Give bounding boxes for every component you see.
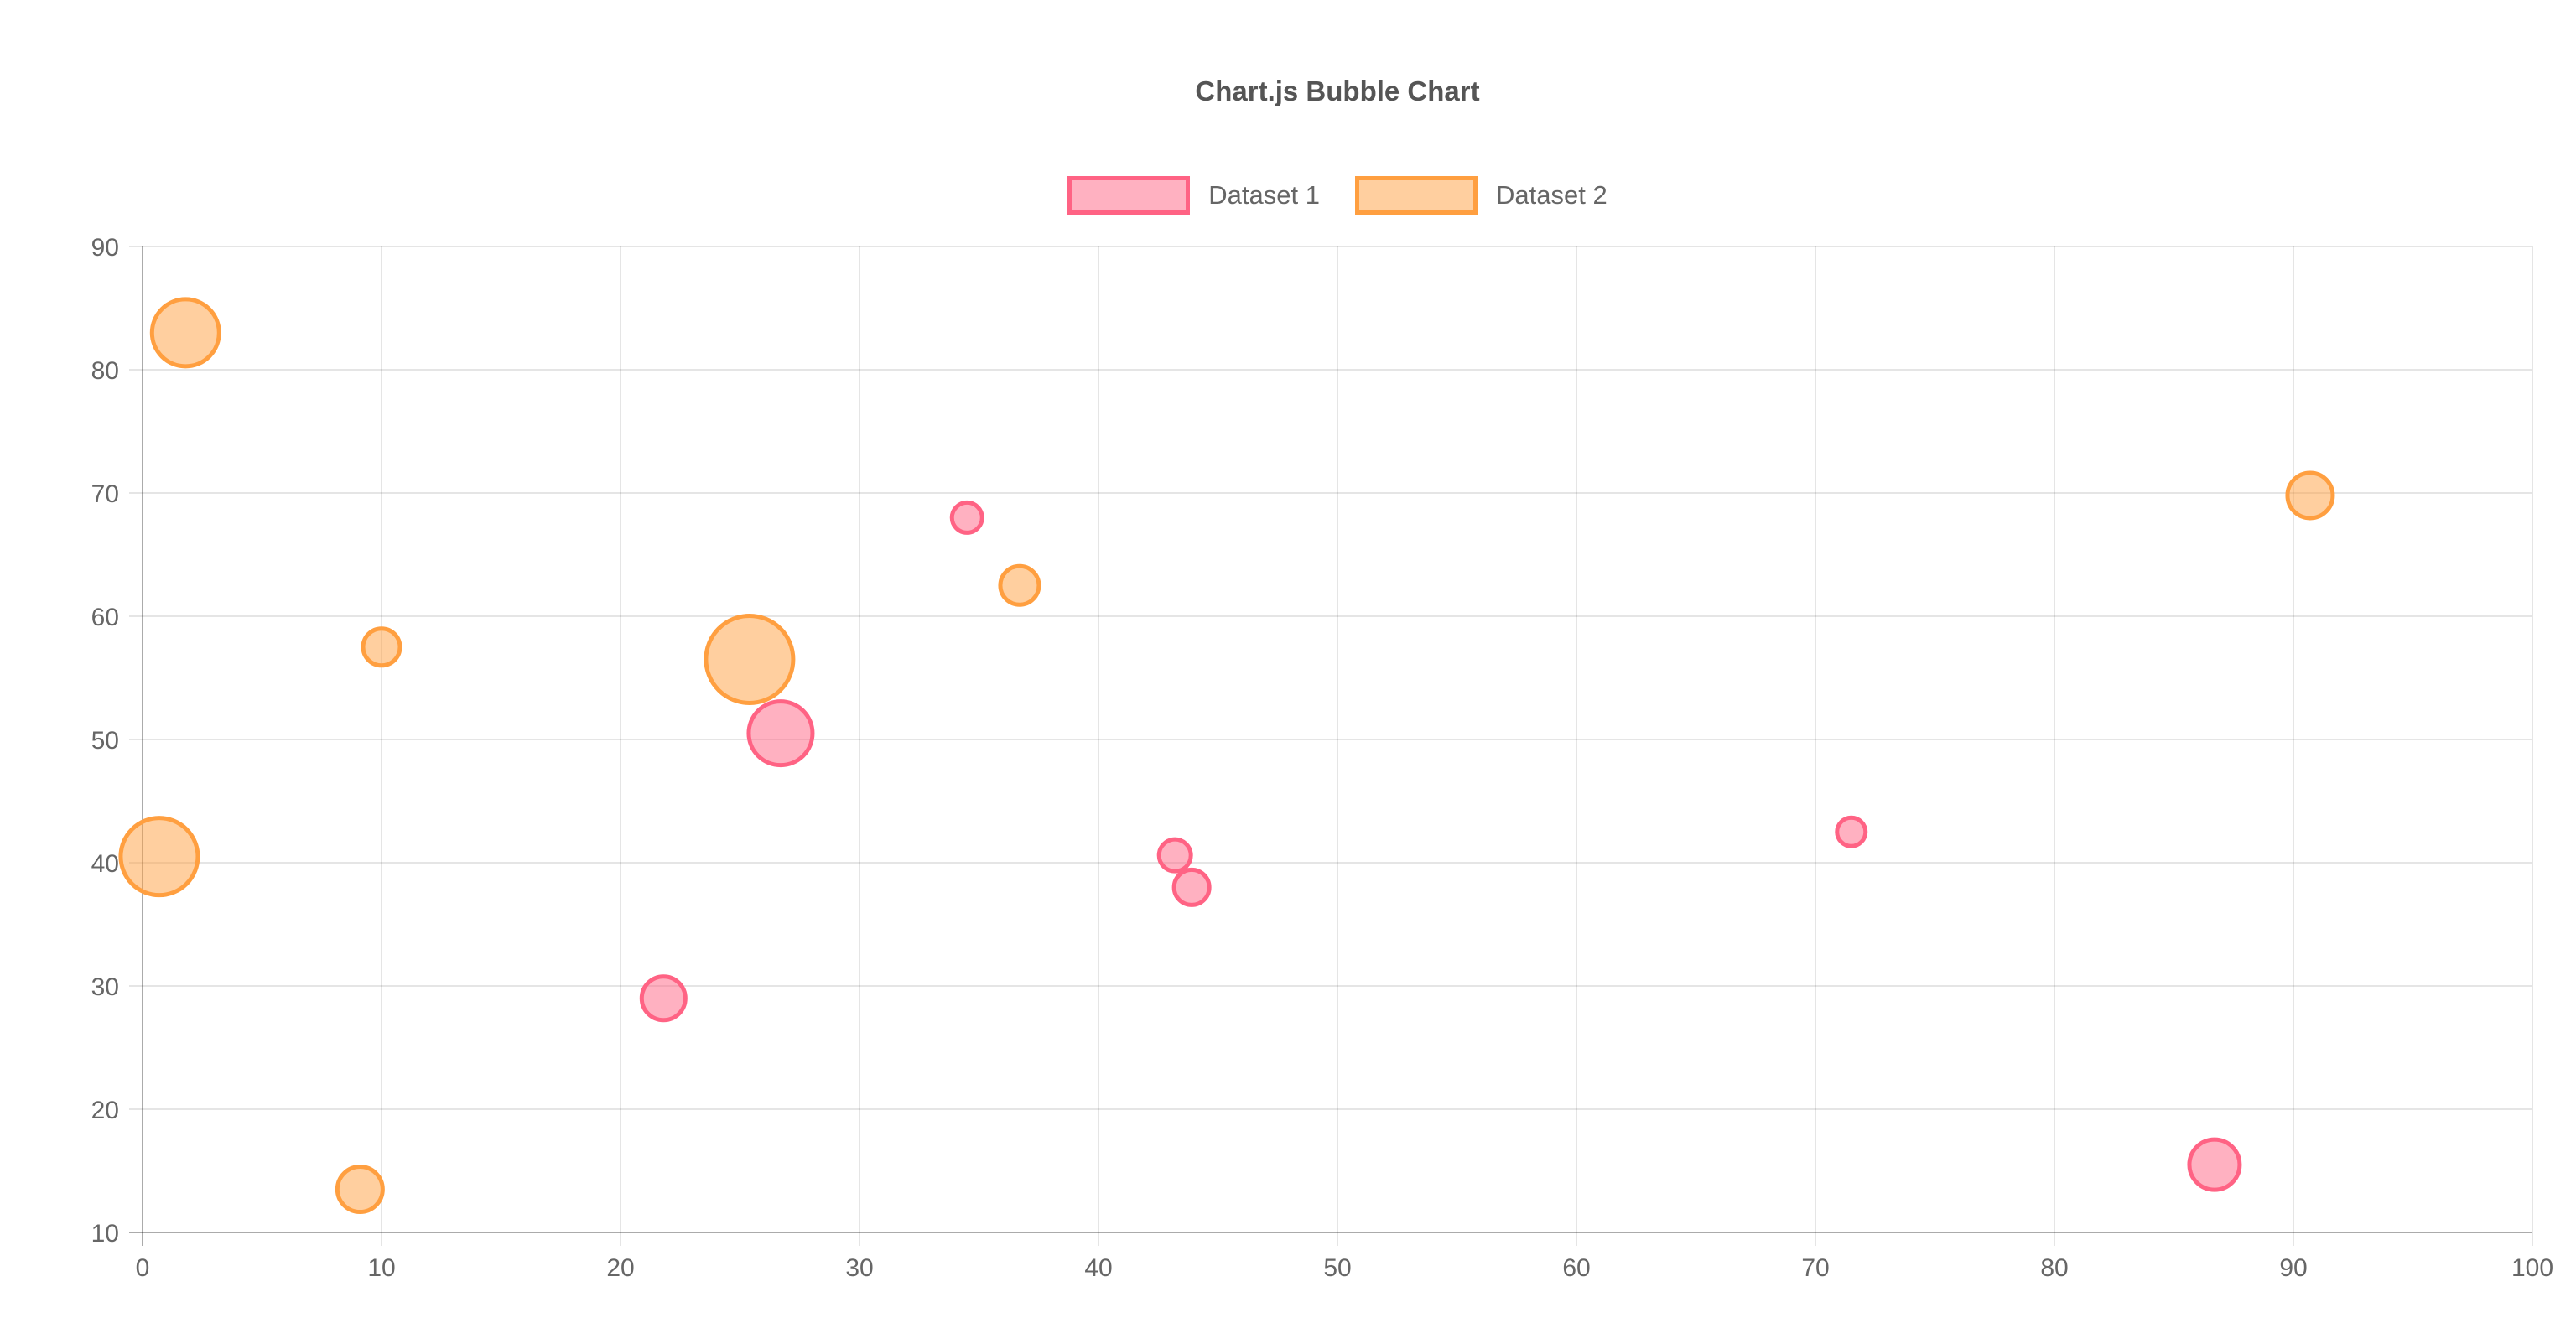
x-tick-label: 0 <box>136 1254 150 1282</box>
bubble-dataset-2[interactable] <box>998 563 1041 607</box>
legend-label: Dataset 1 <box>1208 180 1320 210</box>
bubble-dataset-1[interactable] <box>1156 837 1193 874</box>
y-tick-label: 50 <box>91 727 119 755</box>
legend-item-dataset-2[interactable]: Dataset 2 <box>1355 176 1607 215</box>
legend-swatch <box>1355 176 1478 215</box>
bubble-dataset-1[interactable] <box>949 500 984 535</box>
legend-swatch <box>1067 176 1191 215</box>
legend-item-dataset-1[interactable]: Dataset 1 <box>1067 176 1320 215</box>
bubble-dataset-1[interactable] <box>2187 1137 2242 1192</box>
bubble-dataset-2[interactable] <box>149 297 221 369</box>
bubble-dataset-2[interactable] <box>118 816 200 898</box>
y-tick-label: 20 <box>91 1097 119 1124</box>
bubble-dataset-1[interactable] <box>1835 815 1868 848</box>
bubble-dataset-1[interactable] <box>639 974 688 1023</box>
y-tick-label: 90 <box>91 234 119 262</box>
legend-label: Dataset 2 <box>1496 180 1607 210</box>
bubble-dataset-2[interactable] <box>704 613 796 705</box>
y-tick-label: 60 <box>91 604 119 631</box>
bubble-dataset-2[interactable] <box>2285 470 2335 521</box>
legend: Dataset 1 Dataset 2 <box>143 176 2532 215</box>
bubble-dataset-1[interactable] <box>1171 867 1212 907</box>
x-tick-label: 90 <box>2279 1254 2307 1282</box>
bubble-dataset-1[interactable] <box>746 699 815 768</box>
y-tick-label: 40 <box>91 850 119 878</box>
x-tick-label: 70 <box>1801 1254 1829 1282</box>
bubble-dataset-2[interactable] <box>361 626 402 668</box>
x-tick-label: 20 <box>606 1254 634 1282</box>
y-tick-label: 70 <box>91 480 119 508</box>
x-tick-label: 50 <box>1323 1254 1351 1282</box>
y-tick-label: 10 <box>91 1220 119 1248</box>
bubble-dataset-2[interactable] <box>335 1165 385 1215</box>
y-tick-label: 80 <box>91 357 119 385</box>
chart-title: Chart.js Bubble Chart <box>1195 75 1480 106</box>
y-tick-label: 30 <box>91 973 119 1001</box>
x-tick-label: 60 <box>1562 1254 1590 1282</box>
x-tick-label: 40 <box>1084 1254 1112 1282</box>
x-tick-label: 30 <box>845 1254 873 1282</box>
x-tick-label: 100 <box>2511 1254 2553 1282</box>
x-tick-label: 80 <box>2040 1254 2068 1282</box>
x-tick-label: 10 <box>367 1254 395 1282</box>
